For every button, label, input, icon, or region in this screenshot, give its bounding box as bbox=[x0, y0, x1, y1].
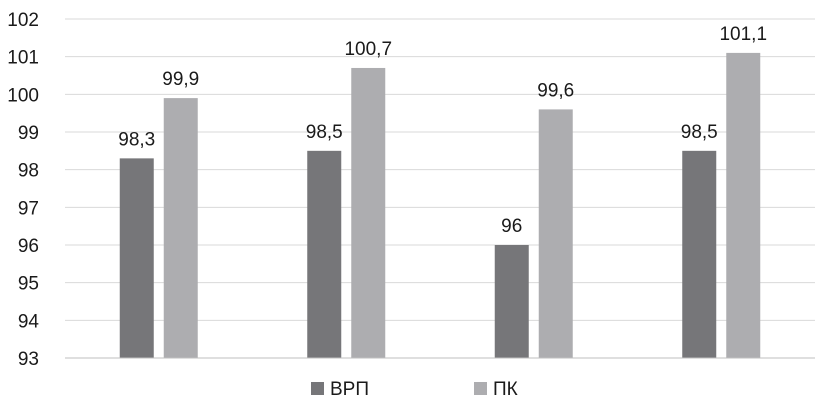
y-tick-label: 95 bbox=[18, 274, 39, 295]
bar-vrp-2 bbox=[494, 245, 529, 358]
data-label-pk-1: 100,7 bbox=[344, 39, 392, 60]
legend-label-vrp: ВРП bbox=[330, 379, 369, 400]
y-tick-label: 94 bbox=[18, 311, 40, 332]
bar-pk-3 bbox=[726, 52, 761, 359]
y-axis-tick-labels: 93 94 95 96 97 98 99 100 101 102 bbox=[7, 10, 39, 370]
data-labels: 98,3 98,5 96 98,5 99,9 100,7 99,6 101,1 bbox=[118, 24, 767, 237]
bars bbox=[119, 52, 761, 359]
legend: ВРП ПК bbox=[311, 379, 518, 400]
y-tick-label: 96 bbox=[18, 236, 39, 257]
y-tick-label: 99 bbox=[18, 123, 39, 144]
y-tick-label: 93 bbox=[18, 349, 39, 370]
bar-pk-2 bbox=[538, 109, 573, 359]
bar-pk-1 bbox=[351, 67, 386, 358]
data-label-pk-0: 99,9 bbox=[162, 69, 199, 90]
y-tick-label: 102 bbox=[7, 10, 39, 31]
y-tick-label: 100 bbox=[7, 85, 39, 106]
legend-swatch-pk bbox=[474, 382, 487, 395]
data-label-vrp-0: 98,3 bbox=[118, 129, 155, 150]
data-label-vrp-1: 98,5 bbox=[306, 122, 343, 143]
bar-vrp-1 bbox=[307, 150, 342, 358]
bar-pk-0 bbox=[163, 98, 198, 358]
y-tick-label: 101 bbox=[7, 48, 39, 69]
legend-label-pk: ПК bbox=[493, 379, 518, 400]
y-tick-label: 97 bbox=[18, 198, 39, 219]
data-label-pk-3: 101,1 bbox=[719, 24, 767, 45]
data-label-vrp-3: 98,5 bbox=[681, 122, 718, 143]
y-tick-label: 98 bbox=[18, 161, 39, 182]
data-label-pk-2: 99,6 bbox=[537, 80, 574, 101]
bar-vrp-0 bbox=[119, 158, 154, 358]
data-label-vrp-2: 96 bbox=[501, 216, 522, 237]
legend-swatch-vrp bbox=[311, 382, 324, 395]
bar-vrp-3 bbox=[682, 150, 717, 358]
